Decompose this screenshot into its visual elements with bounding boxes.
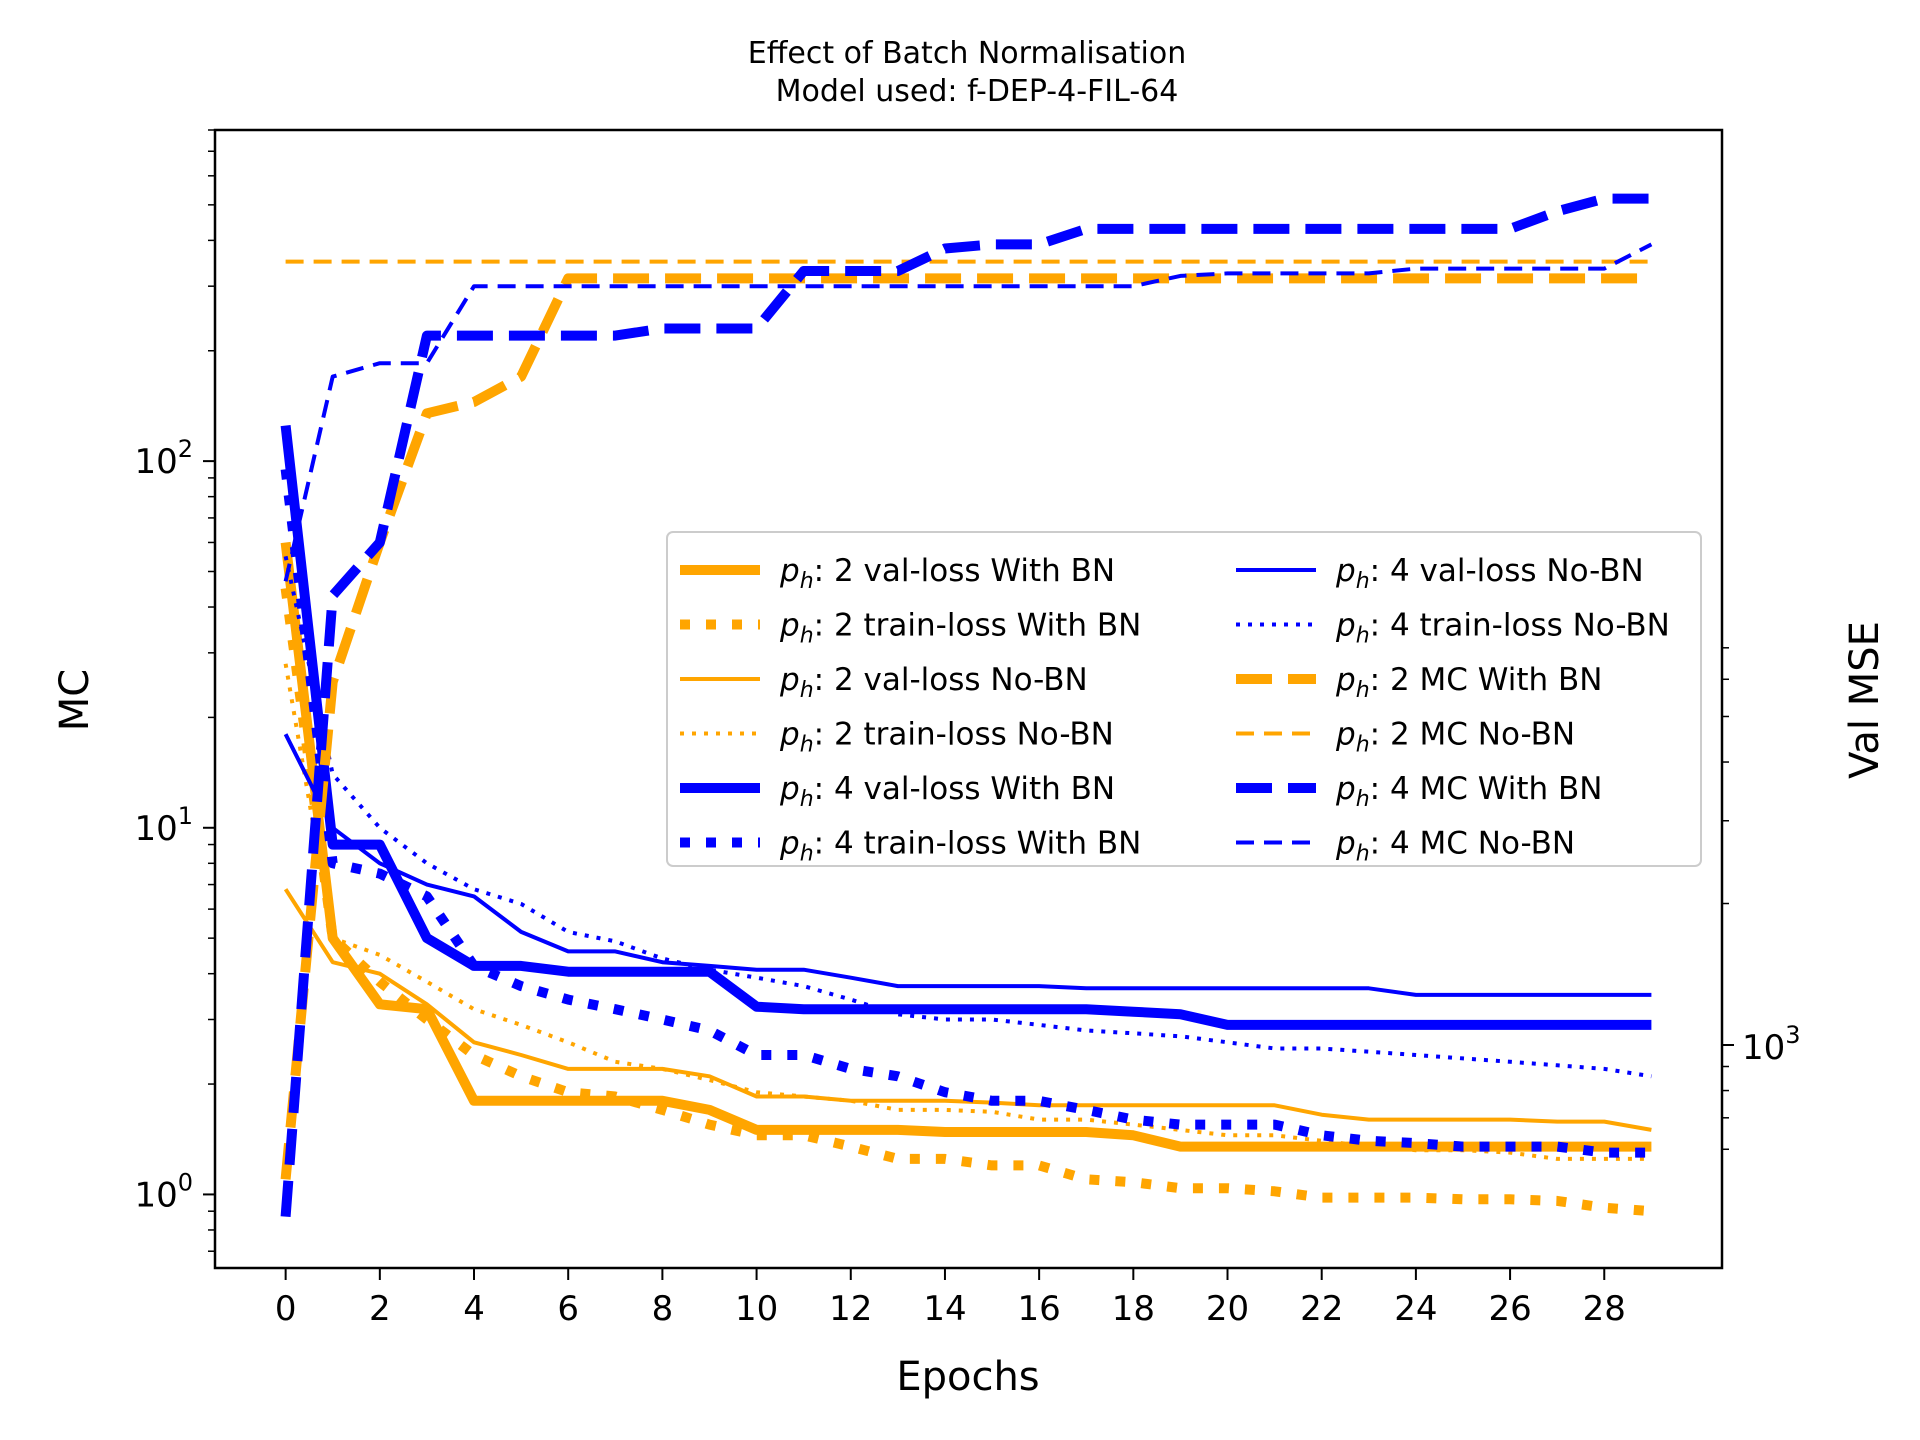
x-tick-label: 0 bbox=[275, 1289, 297, 1329]
x-tick-label: 6 bbox=[557, 1289, 579, 1329]
chart-title: Effect of Batch Normalisation bbox=[748, 36, 1186, 71]
plot-frame bbox=[213, 128, 1724, 1270]
series-line-0 bbox=[280, 541, 1652, 1152]
series-line-8 bbox=[280, 273, 1652, 1180]
x-tick-label: 10 bbox=[735, 1289, 778, 1329]
y-axis-label: MC bbox=[52, 669, 98, 731]
x-tick-label: 4 bbox=[463, 1289, 485, 1329]
y2-axis-label: Val MSE bbox=[1842, 621, 1888, 779]
y-tick-label: 100 bbox=[134, 1168, 193, 1215]
series-line-5 bbox=[280, 468, 1652, 1158]
legend-label: ph: 2 val-loss No-BN bbox=[779, 662, 1088, 703]
series-line-6 bbox=[283, 733, 1652, 997]
legend-label: ph: 2 train-loss With BN bbox=[779, 608, 1141, 649]
legend: ph: 2 val-loss With BN ph: 2 train-loss W… bbox=[666, 531, 1702, 867]
x-axis: 0 2 4 6 8 10 12 14 16 18 20 22 24 26 28 bbox=[275, 1268, 1626, 1329]
legend-label: ph: 2 MC With BN bbox=[1335, 662, 1602, 703]
x-tick-label: 16 bbox=[1018, 1289, 1061, 1329]
x-tick-label: 12 bbox=[829, 1289, 872, 1329]
y2-axis: 103 bbox=[1722, 647, 1801, 1151]
y-tick-label: 102 bbox=[134, 435, 193, 482]
series-line-4 bbox=[280, 425, 1652, 1030]
x-tick-label: 14 bbox=[923, 1289, 966, 1329]
series-line-1 bbox=[280, 587, 1652, 1217]
x-tick-label: 26 bbox=[1488, 1289, 1531, 1329]
y-tick-label: 101 bbox=[134, 802, 193, 849]
series-line-10 bbox=[280, 193, 1652, 1217]
legend-label: ph: 2 MC No-BN bbox=[1335, 717, 1575, 758]
x-tick-label: 24 bbox=[1394, 1289, 1437, 1329]
x-axis-label: Epochs bbox=[896, 1354, 1039, 1400]
legend-label: ph: 4 train-loss With BN bbox=[779, 826, 1141, 867]
legend-label: ph: 4 MC No-BN bbox=[1335, 826, 1575, 867]
legend-label: ph: 2 val-loss With BN bbox=[779, 553, 1115, 594]
series-layer bbox=[280, 193, 1653, 1217]
x-tick-label: 8 bbox=[652, 1289, 674, 1329]
legend-label: ph: 4 val-loss With BN bbox=[779, 771, 1115, 812]
series-line-2 bbox=[283, 888, 1652, 1132]
x-tick-label: 2 bbox=[369, 1289, 391, 1329]
x-tick-label: 28 bbox=[1583, 1289, 1626, 1329]
x-tick-label: 22 bbox=[1300, 1289, 1343, 1329]
legend-label: ph: 4 val-loss No-BN bbox=[1335, 553, 1644, 594]
x-tick-label: 20 bbox=[1206, 1289, 1249, 1329]
y-axis: 100 101 102 bbox=[134, 129, 215, 1252]
y2-tick-label: 103 bbox=[1742, 1021, 1801, 1068]
legend-box bbox=[666, 531, 1702, 867]
legend-label: ph: 4 train-loss No-BN bbox=[1335, 608, 1670, 649]
chart-subtitle: Model used: f-DEP-4-FIL-64 bbox=[776, 74, 1179, 109]
x-tick-label: 18 bbox=[1112, 1289, 1155, 1329]
series-line-11 bbox=[283, 242, 1653, 582]
legend-label: ph: 2 train-loss No-BN bbox=[779, 717, 1114, 758]
legend-label: ph: 4 MC With BN bbox=[1335, 771, 1602, 812]
